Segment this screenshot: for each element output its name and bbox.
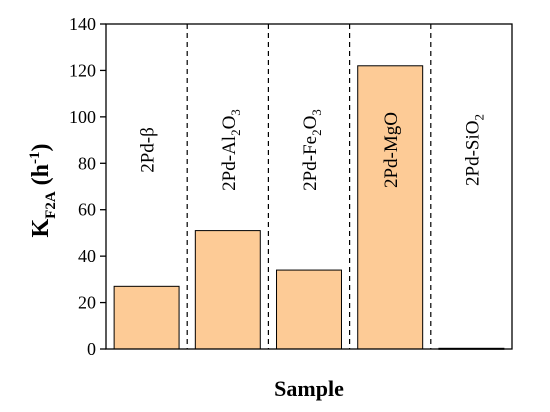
y-tick-label: 0 — [87, 339, 96, 359]
bar — [276, 269, 342, 350]
y-axis-title-unit-close: ) — [28, 143, 54, 151]
y-axis-title-unit-open: (h — [28, 164, 54, 191]
y-axis-title-sub: F2A — [43, 191, 59, 219]
bar-category-label: 2Pd-SiO2 — [462, 114, 486, 186]
bar — [113, 285, 180, 350]
y-tick-label: 100 — [69, 107, 96, 127]
category-separators — [186, 24, 432, 349]
plot-frame — [105, 23, 513, 350]
y-tick-label: 60 — [78, 200, 96, 220]
y-tick-label: 120 — [69, 60, 96, 80]
bar-category-label: 2Pd-MgO — [381, 112, 402, 188]
y-axis-title-main: K — [28, 219, 54, 238]
y-axis-title-unit-sup: -1 — [27, 151, 43, 164]
bars-group — [113, 65, 505, 350]
y-axis-title: KF2A (h-1) — [27, 143, 59, 237]
bar — [194, 230, 261, 350]
bar-category-label: 2Pd-Fe2O3 — [300, 109, 324, 191]
y-tick-label: 40 — [78, 246, 96, 266]
y-tick-label: 140 — [69, 14, 96, 34]
x-axis-title: Sample — [274, 376, 344, 401]
bar — [357, 65, 424, 350]
bar-category-label: 2Pd-β — [138, 127, 159, 173]
y-tick-label: 80 — [78, 153, 96, 173]
y-axis-ticks: 0 20 40 60 80 100 120 140 — [69, 14, 106, 359]
bar-category-label: 2Pd-Al2O3 — [219, 109, 243, 191]
y-tick-label: 20 — [78, 293, 96, 313]
bar-labels: 2Pd-β 2Pd-Al2O3 2Pd-Fe2O3 2Pd-MgO 2Pd-SiO2 — [138, 109, 487, 191]
